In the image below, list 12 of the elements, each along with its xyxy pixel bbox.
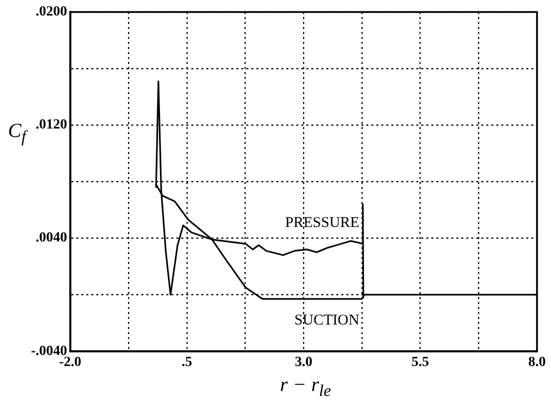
series-label: SUCTION	[294, 312, 360, 328]
series-label: PRESSURE	[285, 214, 360, 231]
x-tick-label: 5.5	[412, 355, 430, 370]
x-axis-title: r − r$_{le}$	[278, 374, 332, 401]
x-tick-label: -2.0	[59, 355, 82, 370]
x-tick-label: .5	[182, 355, 192, 370]
x-tick-label: 8.0	[528, 355, 546, 370]
x-tick-label: 3.0	[294, 355, 312, 370]
y-axis-title: C$_{f}$	[8, 120, 26, 147]
y-tick-label: .0200	[36, 4, 68, 20]
y-tick-label: .0120	[36, 118, 68, 133]
y-tick-label: .0040	[36, 230, 68, 246]
